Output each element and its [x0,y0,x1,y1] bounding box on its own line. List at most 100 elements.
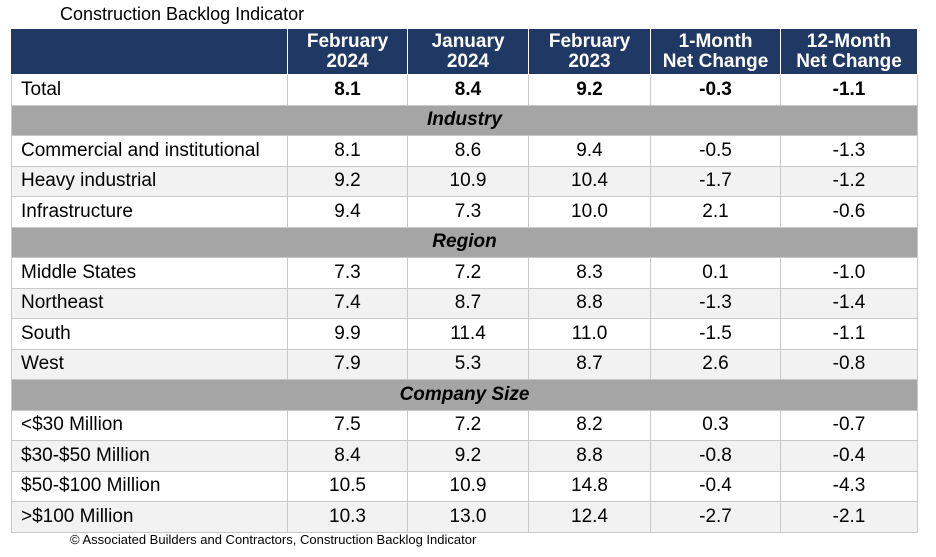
value-cell: 10.3 [287,501,408,533]
value-cell: -0.5 [650,135,781,167]
value-cell: -0.3 [650,74,781,106]
section-title: Region [11,226,918,258]
row-label: >$100 Million [11,501,288,533]
header-line: February [306,30,389,52]
value-cell: -2.1 [780,501,918,533]
value-cell: 9.4 [528,135,651,167]
value-cell: -0.8 [650,440,781,472]
footer: © Associated Builders and Contractors, C… [70,532,477,547]
value-cell: 7.4 [287,287,408,319]
data-row: South 9.9 11.4 11.0 -1.5 -1.1 [11,318,918,350]
data-row: Infrastructure 9.4 7.3 10.0 2.1 -0.6 [11,196,918,228]
row-label: Northeast [11,287,288,319]
row-label: <$30 Million [11,409,288,441]
value-cell: -2.7 [650,501,781,533]
row-label: Infrastructure [11,196,288,228]
header-line: Net Change [796,50,902,72]
header-cell: February 2023 [528,28,651,75]
value-cell: 7.9 [287,348,408,380]
value-cell: 8.1 [287,135,408,167]
header-cell: January 2024 [407,28,529,75]
value-cell: 2.1 [650,196,781,228]
value-cell: 14.8 [528,470,651,502]
row-label: Total [11,74,288,106]
value-cell: 10.4 [528,165,651,197]
value-cell: 8.1 [287,74,408,106]
value-cell: 9.4 [287,196,408,228]
value-cell: -0.7 [780,409,918,441]
value-cell: 11.0 [528,318,651,350]
header-line: 1-Month [678,30,753,52]
row-label: South [11,318,288,350]
value-cell: 8.4 [407,74,529,106]
value-cell: 8.6 [407,135,529,167]
value-cell: -1.1 [780,318,918,350]
header-cell [11,28,288,75]
header-line: 2024 [326,50,369,72]
data-row: $50-$100 Million 10.5 10.9 14.8 -0.4 -4.3 [11,470,918,502]
header-cell: 12-Month Net Change [780,28,918,75]
value-cell: 7.3 [287,257,408,289]
value-cell: 7.5 [287,409,408,441]
data-row: $30-$50 Million 8.4 9.2 8.8 -0.8 -0.4 [11,440,918,472]
data-row: Total 8.1 8.4 9.2 -0.3 -1.1 [11,74,918,106]
data-row: Heavy industrial 9.2 10.9 10.4 -1.7 -1.2 [11,165,918,197]
backlog-table: February 2024 January 2024 February 2023 1-Mon… [11,28,918,533]
data-row: Commercial and institutional 8.1 8.6 9.4 -0.… [11,135,918,167]
value-cell: 10.5 [287,470,408,502]
data-row: Northeast 7.4 8.7 8.8 -1.3 -1.4 [11,287,918,319]
section-row: Industry [11,104,918,136]
value-cell: 5.3 [407,348,529,380]
value-cell: 10.9 [407,470,529,502]
header-line: Net Change [662,50,769,72]
value-cell: -1.1 [780,74,918,106]
value-cell: -0.4 [780,440,918,472]
value-cell: 8.7 [528,348,651,380]
row-label: $30-$50 Million [11,440,288,472]
section-title: Industry [11,104,918,136]
value-cell: 9.2 [287,165,408,197]
value-cell: 8.8 [528,287,651,319]
row-label: Commercial and institutional [11,135,288,167]
value-cell: -1.7 [650,165,781,197]
value-cell: -4.3 [780,470,918,502]
value-cell: 0.1 [650,257,781,289]
value-cell: 0.3 [650,409,781,441]
value-cell: -0.4 [650,470,781,502]
header-cell: February 2024 [287,28,408,75]
value-cell: 13.0 [407,501,529,533]
value-cell: -1.3 [650,287,781,319]
row-label: Heavy industrial [11,165,288,197]
value-cell: 7.3 [407,196,529,228]
table-title: Construction Backlog Indicator [60,4,305,24]
value-cell: 10.9 [407,165,529,197]
header-line: January [431,30,505,52]
value-cell: 10.0 [528,196,651,228]
row-label: $50-$100 Million [11,470,288,502]
value-cell: -1.0 [780,257,918,289]
header-line: 2024 [446,50,490,72]
row-label: Middle States [11,257,288,289]
value-cell: -1.4 [780,287,918,319]
value-cell: 11.4 [407,318,529,350]
section-row: Company Size [11,379,918,411]
value-cell: 12.4 [528,501,651,533]
header-line: 12-Month [806,30,892,52]
value-cell: 8.4 [287,440,408,472]
row-label: West [11,348,288,380]
data-row: >$100 Million 10.3 13.0 12.4 -2.7 -2.1 [11,501,918,533]
value-cell: 9.9 [287,318,408,350]
value-cell: -1.3 [780,135,918,167]
data-row: West 7.9 5.3 8.7 2.6 -0.8 [11,348,918,380]
value-cell: 8.2 [528,409,651,441]
value-cell: 9.2 [407,440,529,472]
data-row: Middle States 7.3 7.2 8.3 0.1 -1.0 [11,257,918,289]
section-row: Region [11,226,918,258]
data-row: <$30 Million 7.5 7.2 8.2 0.3 -0.7 [11,409,918,441]
value-cell: 7.2 [407,409,529,441]
header-line: February [548,30,631,52]
value-cell: -1.5 [650,318,781,350]
value-cell: 8.7 [407,287,529,319]
value-cell: 9.2 [528,74,651,106]
